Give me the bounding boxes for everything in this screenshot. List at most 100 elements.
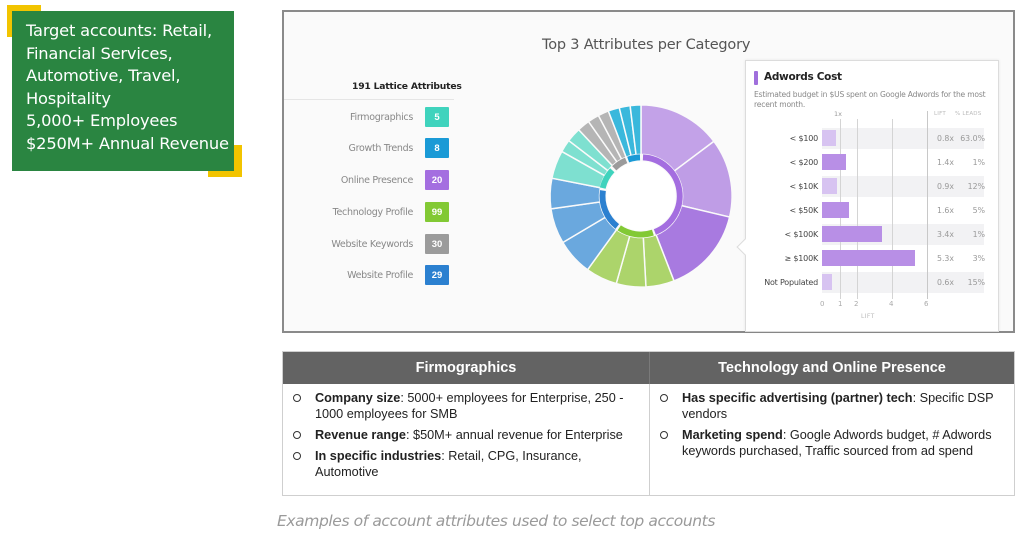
lift-value: 5.3x — [936, 254, 954, 263]
leads-value: 5% — [972, 206, 985, 215]
leads-value: 1% — [972, 158, 985, 167]
lift-column-header: LIFT — [934, 111, 946, 117]
lift-bar[interactable] — [822, 226, 882, 242]
category-label: Online Presence — [340, 174, 413, 186]
list-item: In specific industries: Retail, CPG, Ins… — [291, 448, 643, 480]
lift-value: 3.4x — [936, 230, 954, 239]
attributes-panel: Top 3 Attributes per Category 191 Lattic… — [282, 10, 1015, 333]
row-label: Not Populated — [764, 278, 818, 287]
lift-value: 1.6x — [936, 206, 954, 215]
count-badge: 29 — [425, 265, 449, 285]
item-term: In specific industries — [315, 449, 442, 463]
category-label: Website Profile — [347, 269, 413, 281]
callout-line: Automotive, Travel, — [26, 66, 181, 85]
leads-value: 12% — [967, 182, 985, 191]
category-row-online-presence[interactable]: Online Presence 20 — [284, 170, 449, 190]
lift-bar[interactable] — [822, 154, 846, 170]
callout-line: Target accounts: Retail, — [26, 21, 212, 40]
item-text: : Google Adwords budget, # Adwords keywo… — [682, 428, 992, 458]
category-label: Website Keywords — [331, 238, 413, 250]
category-row-firmographics[interactable]: Firmographics 5 — [284, 107, 449, 127]
x-tick: 1 — [838, 300, 843, 308]
row-label: < $100 — [789, 134, 819, 143]
x-axis-label: LIFT — [861, 313, 875, 320]
x-tick: 0 — [820, 300, 825, 308]
bullet-icon — [293, 394, 301, 402]
callout-line: $250M+ Annual Revenue — [26, 133, 229, 153]
table-header: Firmographics Technology and Online Pres… — [283, 352, 1014, 384]
one-x-marker-label: 1x — [834, 110, 842, 118]
count-badge: 8 — [425, 138, 449, 158]
attributes-table: Firmographics Technology and Online Pres… — [282, 351, 1015, 496]
gridline-6 — [927, 111, 928, 299]
lift-value: 0.9x — [936, 182, 954, 191]
leads-value: 3% — [972, 254, 985, 263]
technology-cell: Has specific advertising (partner) tech:… — [658, 390, 1010, 464]
row-band — [822, 176, 984, 197]
row-label: < $200 — [789, 158, 819, 167]
row-label: ≥ $100K — [784, 254, 819, 263]
row-label: < $100K — [784, 230, 819, 239]
bullet-icon — [660, 431, 668, 439]
x-tick: 6 — [924, 300, 929, 308]
gridline-4 — [892, 119, 893, 299]
item-term: Company size — [315, 391, 401, 405]
category-label: Growth Trends — [348, 142, 414, 154]
leads-value: 1% — [972, 230, 985, 239]
lift-value: 1.4x — [936, 158, 954, 167]
item-text: : Retail, CPG, Insurance, Automotive — [315, 449, 582, 479]
item-text: : Specific DSP vendors — [682, 391, 994, 421]
list-item: Revenue range: $50M+ annual revenue for … — [291, 427, 643, 443]
gridline-2 — [857, 119, 858, 299]
callout-line: Hospitality — [26, 88, 111, 108]
count-badge: 5 — [425, 107, 449, 127]
lift-value: 0.6x — [936, 278, 954, 287]
category-row-website-profile[interactable]: Website Profile 29 — [284, 265, 449, 285]
popup-title: Adwords Cost — [764, 71, 842, 83]
category-label: Firmographics — [350, 111, 413, 123]
target-accounts-callout: Target accounts: Retail, Financial Servi… — [7, 5, 242, 177]
x-tick: 2 — [854, 300, 859, 308]
popup-accent-bar — [754, 71, 758, 85]
attributes-header: 191 Lattice Attributes — [352, 81, 462, 92]
popup-description: Estimated budget in $US spent on Google … — [754, 90, 986, 109]
firmographics-cell: Company size: 5000+ employees for Enterp… — [291, 390, 643, 485]
lift-bar[interactable] — [822, 202, 849, 218]
leads-column-header: % LEADS — [955, 111, 982, 117]
category-label: Technology Profile — [332, 206, 414, 218]
donut-chart[interactable] — [542, 97, 740, 295]
lift-bar[interactable] — [822, 178, 837, 194]
column-divider — [649, 384, 650, 495]
row-band — [822, 128, 984, 149]
row-band — [822, 272, 984, 293]
list-item: Marketing spend: Google Adwords budget, … — [658, 427, 1010, 459]
leads-value: 15% — [967, 278, 985, 287]
category-row-growth-trends[interactable]: Growth Trends 8 — [284, 138, 449, 158]
lift-bar[interactable] — [822, 130, 836, 146]
divider — [284, 99, 454, 100]
list-item: Has specific advertising (partner) tech:… — [658, 390, 1010, 422]
callout-box: Target accounts: Retail, Financial Servi… — [12, 11, 234, 171]
bullet-icon — [660, 394, 668, 402]
count-badge: 30 — [425, 234, 449, 254]
header-technology: Technology and Online Presence — [649, 352, 1014, 384]
bullet-icon — [293, 452, 301, 460]
category-row-website-keywords[interactable]: Website Keywords 30 — [284, 234, 449, 254]
item-term: Has specific advertising (partner) tech — [682, 391, 913, 405]
lift-bar[interactable] — [822, 274, 832, 290]
header-firmographics: Firmographics — [415, 360, 517, 376]
list-item: Company size: 5000+ employees for Enterp… — [291, 390, 643, 422]
figure-caption: Examples of account attributes used to s… — [277, 512, 716, 530]
item-text: : 5000+ employees for Enterprise, 250 - … — [315, 391, 624, 421]
category-row-technology-profile[interactable]: Technology Profile 99 — [284, 202, 449, 222]
panel-title: Top 3 Attributes per Category — [542, 37, 751, 53]
adwords-cost-popup: Adwords Cost Estimated budget in $US spe… — [736, 60, 999, 332]
count-badge: 99 — [425, 202, 449, 222]
item-term: Marketing spend — [682, 428, 783, 442]
count-badge: 20 — [425, 170, 449, 190]
lift-value: 0.8x — [936, 134, 954, 143]
leads-value: 63.0% — [960, 134, 985, 143]
lift-bar[interactable] — [822, 250, 915, 266]
item-text: : $50M+ annual revenue for Enterprise — [405, 428, 623, 442]
row-label: < $50K — [789, 206, 818, 215]
